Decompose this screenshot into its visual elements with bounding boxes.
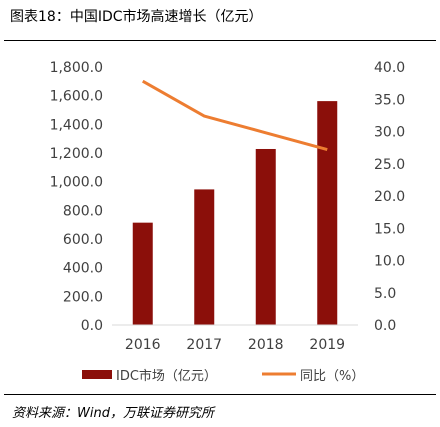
source-divider [4, 394, 436, 395]
source-note: 资料来源：Wind，万联证券研究所 [12, 406, 214, 421]
right-axis-tick-label: 25.0 [374, 157, 405, 173]
x-axis-tick-label: 2016 [125, 337, 161, 353]
chart-title: 图表18：中国IDC市场高速增长（亿元） [10, 9, 263, 25]
legend-bar-label: IDC市场（亿元） [116, 368, 217, 384]
x-axis-tick-label: 2019 [309, 337, 345, 353]
right-axis-tick-label: 30.0 [374, 125, 405, 141]
right-axis-tick-label: 0.0 [374, 318, 396, 334]
right-axis-tick-label: 15.0 [374, 221, 405, 237]
x-axis-tick-label: 2018 [248, 337, 284, 353]
right-axis-tick-label: 5.0 [374, 286, 396, 302]
bar-2017 [194, 189, 215, 325]
legend-bar-swatch [82, 370, 112, 379]
x-axis-tick-label: 2017 [186, 337, 222, 353]
right-axis-ticks: 0.0 5.0 10.0 15.0 20.0 25.0 30.0 35.0 40.0 [374, 60, 405, 334]
left-axis-tick-label: 0.0 [81, 318, 103, 334]
left-axis-tick-label: 600.0 [63, 232, 103, 248]
x-axis-labels: 2016 2017 2018 2019 [125, 337, 345, 353]
legend: IDC市场（亿元） 同比（%） [82, 368, 364, 384]
left-axis-tick-label: 1,400.0 [50, 117, 103, 133]
left-axis-tick-label: 1,800.0 [50, 60, 103, 76]
left-axis-tick-label: 800.0 [63, 203, 103, 219]
left-axis-ticks: 0.0 200.0 400.0 600.0 800.0 1,000.0 1,200.0 1,4… [50, 60, 103, 334]
right-axis-tick-label: 35.0 [374, 92, 405, 108]
left-axis-tick-label: 1,000.0 [50, 175, 103, 191]
bar-series [132, 101, 338, 325]
right-axis-tick-label: 40.0 [374, 60, 405, 76]
left-axis-tick-label: 200.0 [63, 289, 103, 305]
right-axis-tick-label: 10.0 [374, 254, 405, 270]
line-series [142, 79, 328, 152]
line-yoy-growth [142, 79, 328, 152]
bar-2018 [255, 148, 276, 325]
chart: 0.0 200.0 400.0 600.0 800.0 1,000.0 1,200.0 1,4… [50, 60, 406, 384]
legend-line-label: 同比（%） [300, 369, 364, 384]
right-axis-tick-label: 20.0 [374, 189, 405, 205]
left-axis-tick-label: 1,600.0 [50, 89, 103, 105]
title-divider [4, 40, 436, 41]
left-axis-tick-label: 1,200.0 [50, 146, 103, 162]
left-axis-tick-label: 400.0 [63, 261, 103, 277]
bar-2016 [132, 222, 153, 325]
bar-2019 [317, 101, 338, 325]
